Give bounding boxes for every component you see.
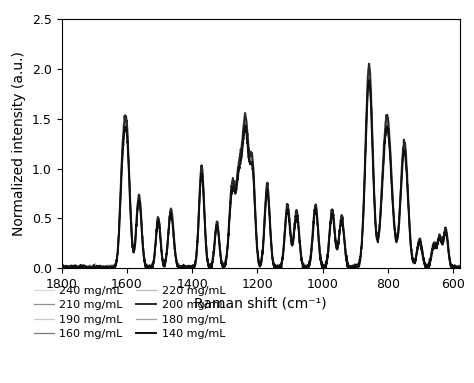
240 mg/mL [59, 266, 64, 270]
140 mg/mL [446, 249, 451, 254]
220 mg/mL [253, 214, 258, 218]
200 mg/mL [242, 113, 248, 117]
140 mg/mL [79, 266, 85, 270]
220 mg/mL [366, 68, 372, 73]
220 mg/mL [446, 250, 451, 255]
190 mg/mL [446, 247, 451, 252]
240 mg/mL [446, 249, 451, 254]
240 mg/mL [242, 115, 248, 120]
220 mg/mL [59, 266, 65, 270]
180 mg/mL [59, 266, 65, 270]
240 mg/mL [446, 247, 451, 252]
210 mg/mL [366, 70, 372, 74]
Line: 210 mg/mL: 210 mg/mL [62, 72, 460, 268]
Line: 190 mg/mL: 190 mg/mL [62, 74, 460, 268]
210 mg/mL [446, 245, 451, 250]
200 mg/mL [59, 266, 64, 270]
140 mg/mL [59, 266, 64, 270]
180 mg/mL [446, 251, 451, 255]
160 mg/mL [446, 245, 451, 249]
200 mg/mL [79, 266, 85, 270]
Line: 160 mg/mL: 160 mg/mL [62, 79, 460, 268]
220 mg/mL [242, 118, 248, 123]
190 mg/mL [446, 243, 451, 248]
Line: 180 mg/mL: 180 mg/mL [62, 77, 460, 268]
210 mg/mL [457, 266, 463, 270]
180 mg/mL [253, 214, 258, 219]
160 mg/mL [79, 266, 85, 270]
160 mg/mL [367, 76, 373, 81]
140 mg/mL [373, 223, 378, 228]
180 mg/mL [242, 123, 248, 127]
200 mg/mL [253, 213, 258, 218]
220 mg/mL [457, 265, 463, 270]
240 mg/mL [253, 216, 258, 221]
Line: 240 mg/mL: 240 mg/mL [62, 69, 460, 268]
200 mg/mL [59, 264, 64, 268]
210 mg/mL [373, 223, 378, 228]
210 mg/mL [79, 265, 85, 270]
240 mg/mL [79, 265, 85, 270]
190 mg/mL [242, 120, 247, 125]
210 mg/mL [242, 119, 248, 124]
X-axis label: Raman shift (cm⁻¹): Raman shift (cm⁻¹) [194, 296, 327, 310]
220 mg/mL [446, 247, 451, 252]
Y-axis label: Normalized intensity (a.u.): Normalized intensity (a.u.) [12, 51, 27, 236]
180 mg/mL [366, 75, 372, 79]
210 mg/mL [59, 265, 64, 270]
160 mg/mL [252, 215, 258, 220]
140 mg/mL [457, 266, 463, 270]
180 mg/mL [373, 222, 378, 226]
210 mg/mL [59, 266, 64, 270]
160 mg/mL [457, 265, 463, 270]
200 mg/mL [373, 219, 378, 224]
140 mg/mL [242, 125, 248, 130]
Line: 220 mg/mL: 220 mg/mL [62, 70, 460, 268]
140 mg/mL [366, 78, 372, 82]
180 mg/mL [446, 246, 451, 251]
190 mg/mL [366, 72, 372, 76]
210 mg/mL [446, 250, 451, 255]
180 mg/mL [59, 266, 64, 270]
160 mg/mL [373, 219, 378, 223]
220 mg/mL [79, 265, 85, 270]
Line: 140 mg/mL: 140 mg/mL [62, 80, 460, 268]
190 mg/mL [59, 266, 64, 270]
180 mg/mL [457, 266, 463, 270]
200 mg/mL [446, 247, 451, 252]
Line: 200 mg/mL: 200 mg/mL [62, 64, 460, 268]
200 mg/mL [457, 266, 463, 270]
160 mg/mL [446, 249, 451, 254]
240 mg/mL [366, 67, 372, 72]
190 mg/mL [79, 266, 85, 270]
140 mg/mL [446, 249, 451, 254]
240 mg/mL [59, 264, 64, 268]
200 mg/mL [366, 61, 372, 66]
160 mg/mL [242, 126, 247, 130]
210 mg/mL [253, 214, 258, 218]
200 mg/mL [446, 248, 451, 252]
180 mg/mL [79, 266, 85, 270]
140 mg/mL [253, 216, 258, 221]
190 mg/mL [457, 265, 463, 270]
160 mg/mL [59, 266, 64, 270]
190 mg/mL [373, 218, 378, 222]
220 mg/mL [59, 264, 64, 268]
240 mg/mL [457, 264, 463, 269]
140 mg/mL [59, 266, 65, 270]
190 mg/mL [252, 213, 258, 217]
220 mg/mL [373, 221, 378, 226]
Legend: 240 mg/mL, 210 mg/mL, 190 mg/mL, 160 mg/mL, 220 mg/mL, 200 mg/mL, 180 mg/mL, 140: 240 mg/mL, 210 mg/mL, 190 mg/mL, 160 mg/… [29, 282, 230, 344]
240 mg/mL [373, 219, 378, 224]
